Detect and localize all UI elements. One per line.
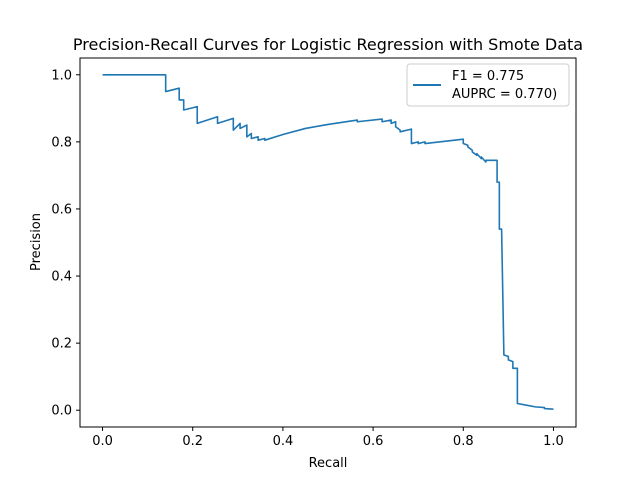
series-layer	[102, 73, 554, 411]
x-tick-label: 1.0	[543, 434, 564, 449]
y-tick-label: 0.0	[51, 404, 72, 419]
plot-area	[79, 57, 577, 428]
y-axis: 0.0 0.2 0.4 0.6 0.8 1.0	[51, 68, 80, 419]
x-tick-label: 0.8	[453, 434, 474, 449]
y-tick-label: 0.8	[51, 135, 72, 150]
chart-title: Precision-Recall Curves for Logistic Reg…	[73, 35, 583, 54]
x-tick-label: 0.2	[182, 434, 203, 449]
y-axis-label: Precision	[29, 213, 44, 271]
y-tick-label: 0.6	[51, 202, 72, 217]
legend-entry-auprc: AUPRC = 0.770)	[452, 87, 557, 102]
y-tick-label: 1.0	[51, 68, 72, 83]
y-tick-label: 0.2	[51, 337, 72, 352]
legend: F1 = 0.775 AUPRC = 0.770)	[406, 63, 570, 107]
pr-curve-line	[102, 73, 554, 411]
y-tick-label: 0.4	[51, 270, 72, 285]
legend-entry-f1: F1 = 0.775	[452, 69, 524, 84]
x-tick-label: 0.0	[92, 434, 113, 449]
x-axis: 0.0 0.2 0.4 0.6 0.8 1.0	[92, 427, 564, 449]
x-tick-label: 0.4	[273, 434, 294, 449]
legend-box	[406, 63, 570, 107]
x-tick-label: 0.6	[363, 434, 384, 449]
x-axis-label: Recall	[309, 456, 348, 471]
